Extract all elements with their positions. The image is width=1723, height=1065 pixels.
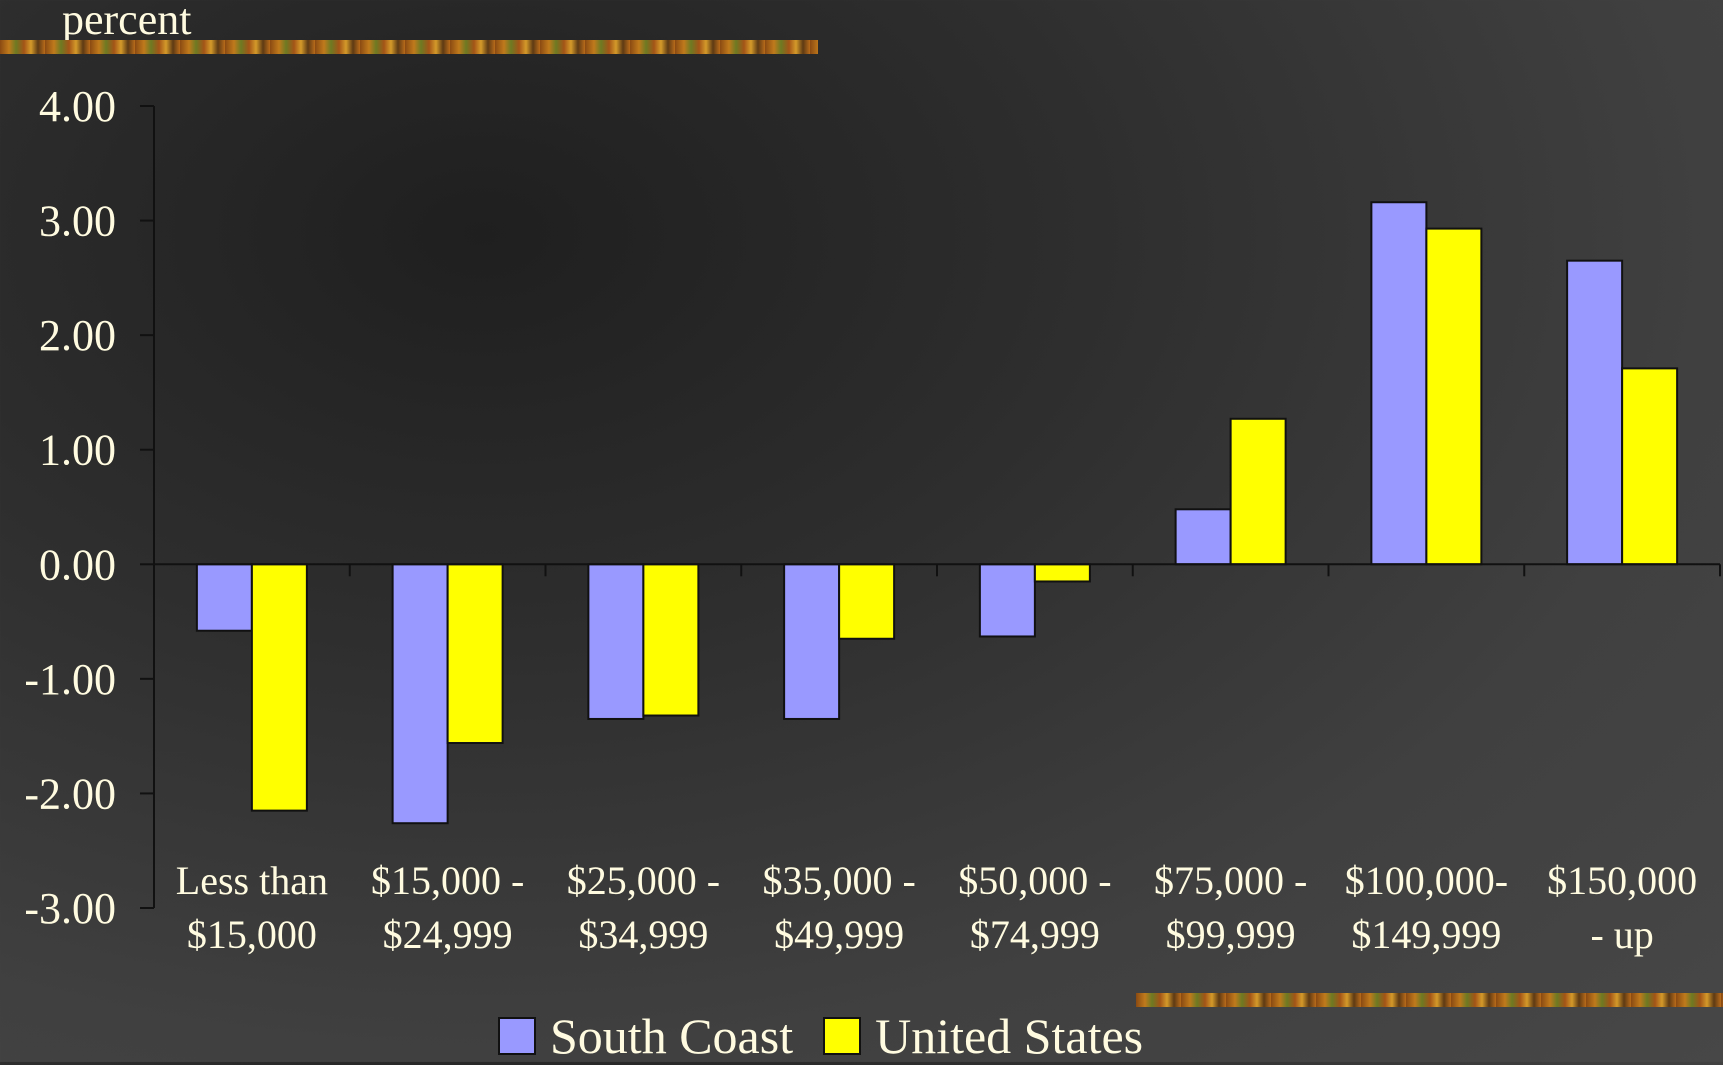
bar-south-coast xyxy=(978,563,1036,638)
bar-south-coast xyxy=(195,563,253,632)
x-category-label: $74,999 xyxy=(970,912,1100,957)
bar-united-states xyxy=(446,563,504,745)
x-category-label: - up xyxy=(1590,912,1653,957)
y-tick-label: 0.00 xyxy=(39,540,116,589)
decorative-strip-bottom xyxy=(1136,993,1723,1007)
x-category-label: $99,999 xyxy=(1166,912,1296,957)
y-tick-label: -3.00 xyxy=(24,884,116,933)
x-category-label: $100,000- xyxy=(1345,858,1508,903)
x-category-label: $150,000 xyxy=(1547,858,1697,903)
x-category-label: $15,000 - xyxy=(371,858,524,903)
x-category-label: $34,999 xyxy=(578,912,708,957)
y-tick-label: -2.00 xyxy=(24,769,116,818)
x-category-label: Less than xyxy=(176,858,328,903)
x-category-label: $24,999 xyxy=(383,912,513,957)
x-category-label: $149,999 xyxy=(1351,912,1501,957)
y-tick-label: 1.00 xyxy=(39,426,116,475)
x-category-label: $35,000 - xyxy=(762,858,915,903)
bar-south-coast xyxy=(1174,508,1232,566)
y-tick-label: 2.00 xyxy=(39,311,116,360)
y-tick-label: 3.00 xyxy=(39,197,116,246)
y-tick-label: 4.00 xyxy=(39,82,116,131)
bar-united-states xyxy=(1033,563,1091,583)
bar-south-coast xyxy=(1566,259,1624,566)
x-category-label: $25,000 - xyxy=(567,858,720,903)
bar-united-states xyxy=(1425,227,1483,566)
chart-legend: South Coast United States xyxy=(498,1007,1173,1065)
y-axis-label: percent xyxy=(62,0,192,44)
bar-united-states xyxy=(1621,367,1679,566)
legend-item-south-coast: South Coast xyxy=(498,1007,793,1065)
x-category-label: $49,999 xyxy=(774,912,904,957)
bar-united-states xyxy=(642,563,700,717)
bar-united-states xyxy=(1229,417,1287,566)
x-category-label: $75,000 - xyxy=(1154,858,1307,903)
x-category-label: $50,000 - xyxy=(958,858,1111,903)
legend-swatch-south-coast xyxy=(498,1017,536,1055)
bar-south-coast xyxy=(587,563,645,720)
x-category-label: $15,000 xyxy=(187,912,317,957)
legend-swatch-united-states xyxy=(823,1017,862,1055)
legend-item-united-states: United States xyxy=(823,1007,1143,1065)
bar-south-coast xyxy=(1370,201,1428,566)
bar-south-coast xyxy=(783,563,841,720)
bar-united-states xyxy=(250,563,308,812)
bar-south-coast xyxy=(391,563,449,825)
bar-united-states xyxy=(838,563,896,640)
decorative-strip-top xyxy=(0,40,818,54)
legend-label-united-states: United States xyxy=(875,1008,1144,1064)
legend-label-south-coast: South Coast xyxy=(550,1008,794,1064)
y-tick-label: -1.00 xyxy=(24,655,116,704)
